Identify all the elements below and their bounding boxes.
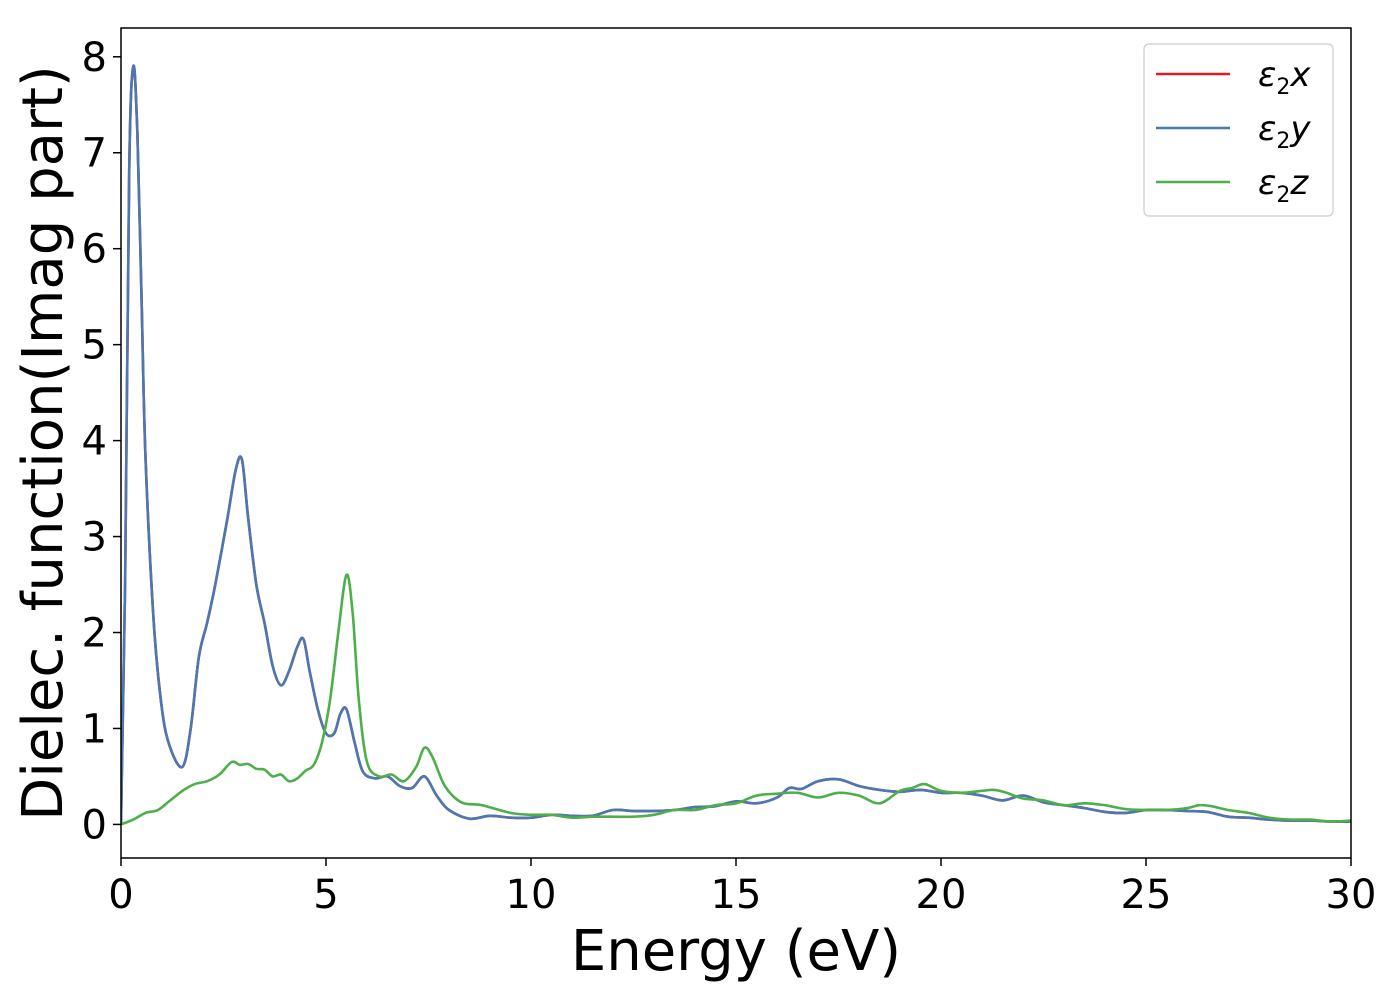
x-tick-label: 0 — [108, 872, 133, 918]
y-tick-label: 1 — [82, 706, 107, 752]
y-tick-label: 8 — [82, 35, 107, 81]
x-tick-label: 15 — [711, 872, 762, 918]
plot-lines — [121, 64, 1351, 826]
legend-label: ε2z — [1258, 163, 1309, 208]
x-tick-label: 25 — [1121, 872, 1172, 918]
x-axis-label: Energy (eV) — [571, 919, 901, 984]
x-axis: 0 5 10 15 20 25 30 — [108, 858, 1376, 918]
y-tick-label: 0 — [82, 802, 107, 848]
legend-label: ε2x — [1258, 55, 1311, 100]
x-tick-label: 10 — [506, 872, 557, 918]
legend-box — [1143, 43, 1334, 217]
y-axis: 0 1 2 3 4 5 6 7 8 — [82, 35, 121, 848]
y-tick-label: 2 — [82, 611, 107, 657]
y-tick-label: 3 — [82, 515, 107, 561]
series-line-3 — [121, 573, 1351, 826]
y-axis-label: Dielec. function(Imag part) — [11, 65, 76, 821]
y-tick-label: 5 — [82, 323, 107, 369]
legend-label: ε2y — [1258, 109, 1311, 154]
x-tick-label: 30 — [1326, 872, 1377, 918]
y-tick-label: 7 — [82, 131, 107, 177]
x-tick-label: 20 — [916, 872, 967, 918]
x-tick-label: 5 — [313, 872, 338, 918]
series-line-2 — [121, 64, 1351, 825]
legend: ε2x ε2y ε2z — [1143, 43, 1334, 217]
y-tick-label: 6 — [82, 227, 107, 273]
y-tick-label: 4 — [82, 419, 107, 465]
